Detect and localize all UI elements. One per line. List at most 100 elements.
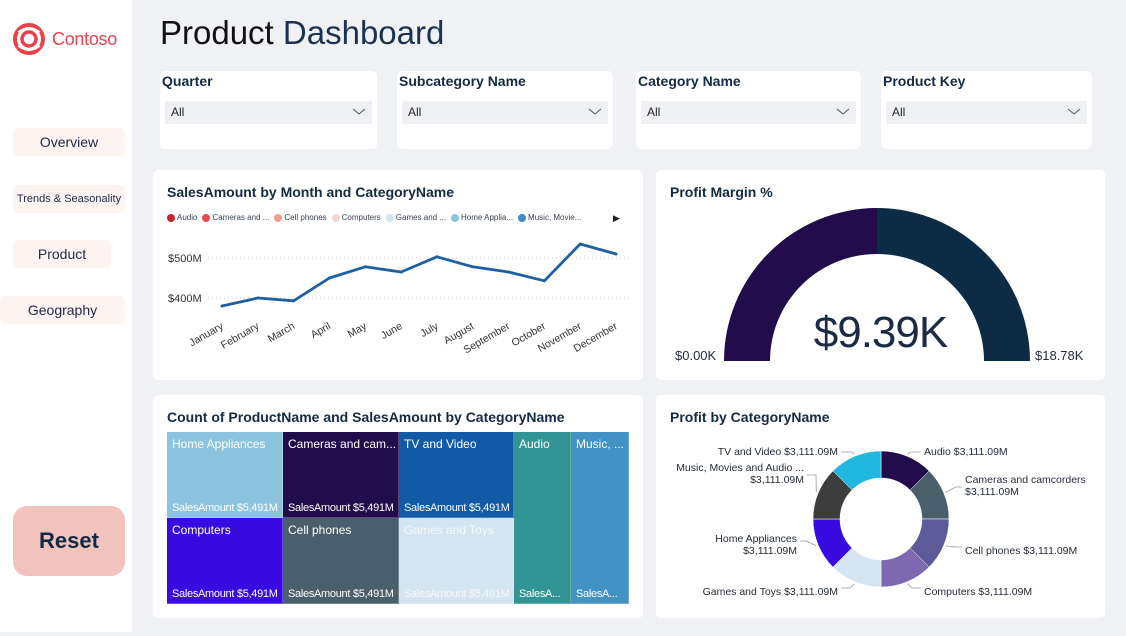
nav-geography-button[interactable]: Geography <box>0 296 125 324</box>
legend-marker <box>385 213 394 222</box>
dropdown-value: All <box>892 105 906 119</box>
chevron-down-icon <box>836 108 850 115</box>
tile-value: SalesAmount $5,491M <box>288 502 394 514</box>
treemap-tile[interactable]: Home Appliances SalesAmount $5,491M <box>167 432 283 518</box>
treemap-card: Count of ProductName and SalesAmount by … <box>153 395 643 618</box>
sales-line <box>221 242 617 308</box>
slicer-label: Product Key <box>883 73 966 89</box>
x-tick-label: June <box>379 320 405 342</box>
slicer-quarter: Quarter All <box>160 71 377 149</box>
tile-name: Home Appliances <box>172 437 266 451</box>
data-point <box>507 270 511 274</box>
legend-item[interactable]: Home Applia... <box>451 213 513 222</box>
subcategory-dropdown[interactable]: All <box>402 101 608 124</box>
legend-item[interactable]: Computers <box>331 213 381 222</box>
sidebar: Contoso Overview Trends & Seasonality Pr… <box>0 0 132 632</box>
tile-name: TV and Video <box>404 437 477 451</box>
leader-line <box>841 583 855 589</box>
nav-overview-button[interactable]: Overview <box>13 128 125 156</box>
leader-line <box>800 540 817 547</box>
data-point <box>220 304 224 308</box>
x-tick-label: May <box>346 320 370 341</box>
tile-name: Cell phones <box>288 523 352 537</box>
legend-item[interactable]: Games and ... <box>385 213 447 222</box>
donut-plot: Audio $3,111.09M Cameras and camcorders $3… <box>676 446 1086 598</box>
leader-line <box>945 486 962 493</box>
tile-value: SalesAmount $5,491M <box>172 502 278 514</box>
gauge-track-arc <box>877 208 1030 361</box>
slice-label: Home Appliances $3,111.09M <box>715 533 797 557</box>
line-chart-title: SalesAmount by Month and CategoryName <box>167 184 455 200</box>
slice-label: TV and Video $3,111.09M <box>718 446 838 458</box>
reset-button[interactable]: Reset <box>13 506 125 576</box>
treemap-tile[interactable]: Cameras and cam... SalesAmount $5,491M <box>283 432 399 518</box>
dropdown-value: All <box>408 105 422 119</box>
gauge-card: Profit Margin % $9.39K $0.00K $18.78K <box>656 170 1105 380</box>
nav-product-button[interactable]: Product <box>13 240 111 268</box>
category-dropdown[interactable]: All <box>641 101 856 124</box>
product-key-dropdown[interactable]: All <box>886 101 1087 124</box>
legend-marker <box>274 213 283 222</box>
donut-card: Profit by CategoryName Audio $3,111.09M C… <box>656 395 1105 618</box>
tile-value: SalesAmount $5,491M <box>404 502 510 514</box>
slice-label: Games and Toys $3,111.09M <box>703 586 838 598</box>
gauge-max-label: $18.78K <box>1035 348 1084 363</box>
slicer-label: Quarter <box>162 73 213 89</box>
treemap-tile[interactable]: Cell phones SalesAmount $5,491M <box>283 518 399 604</box>
donut-slice <box>832 450 882 491</box>
nav-trends-seasonality-button[interactable]: Trends & Seasonality <box>13 185 125 213</box>
tile-name: Audio <box>519 437 550 451</box>
treemap-tile[interactable]: Audio SalesA... <box>514 432 571 604</box>
leader-line <box>907 451 921 455</box>
slice-label: Cell phones $3,111.09M <box>965 545 1077 557</box>
slicer-product-key: Product Key All <box>881 71 1092 149</box>
tile-value: SalesA... <box>576 588 618 600</box>
slice-label: Audio $3,111.09M <box>924 446 1008 458</box>
line-chart-card: SalesAmount by Month and CategoryName Au… <box>153 170 643 380</box>
leader-line <box>841 451 855 455</box>
gauge-value: $9.39K <box>813 308 948 357</box>
x-tick-label: April <box>309 320 333 341</box>
y-tick-label: $400M <box>168 293 202 305</box>
legend-label: Games and ... <box>395 213 447 222</box>
legend-item[interactable]: Cameras and ... <box>202 213 269 222</box>
data-point <box>435 255 439 259</box>
y-tick-label: $500M <box>168 253 202 265</box>
dropdown-value: All <box>647 105 661 119</box>
data-point <box>256 296 260 300</box>
legend-marker <box>518 213 527 222</box>
treemap-tile[interactable]: Computers SalesAmount $5,491M <box>167 518 283 604</box>
slice-label: Cameras and camcorders $3,111.09M <box>965 474 1086 498</box>
treemap-tile[interactable]: TV and Video SalesAmount $5,491M <box>399 432 514 518</box>
legend-label: Cameras and ... <box>212 213 270 222</box>
page-title: Product Dashboard <box>160 14 444 52</box>
treemap-tile[interactable]: Games and Toys SalesAmount $5,491M <box>399 518 514 604</box>
tile-value: SalesAmount $5,491M <box>404 588 510 600</box>
x-tick-label: February <box>219 320 262 352</box>
treemap-title: Count of ProductName and SalesAmount by … <box>167 409 565 425</box>
legend-next-arrow-icon[interactable]: ▶ <box>613 213 620 223</box>
data-point <box>578 242 582 246</box>
legend-item[interactable]: Audio <box>167 213 197 222</box>
legend-item[interactable]: Music, Movie... <box>518 213 581 222</box>
treemap-tile[interactable]: Music, ... SalesA... <box>571 432 629 604</box>
tile-name: Cameras and cam... <box>288 437 397 451</box>
x-tick-label: July <box>418 320 441 340</box>
slice-label: Computers $3,111.09M <box>924 586 1032 598</box>
chevron-down-icon <box>352 108 366 115</box>
line-chart-legend: Audio Cameras and ... Cell phones Computers… <box>167 213 586 222</box>
data-point <box>399 270 403 274</box>
gauge-min-label: $0.00K <box>675 348 717 363</box>
legend-label: Music, Movie... <box>528 213 582 222</box>
dropdown-value: All <box>171 105 185 119</box>
legend-item[interactable]: Cell phones <box>274 213 327 222</box>
contoso-logo-icon <box>13 23 45 55</box>
quarter-dropdown[interactable]: All <box>165 101 372 124</box>
chevron-down-icon <box>1067 108 1081 115</box>
legend-marker <box>451 213 460 222</box>
tile-value: SalesAmount $5,491M <box>288 588 394 600</box>
slicer-subcategory-name: Subcategory Name All <box>397 71 613 149</box>
leader-line <box>807 474 817 493</box>
legend-label: Audio <box>177 213 198 222</box>
